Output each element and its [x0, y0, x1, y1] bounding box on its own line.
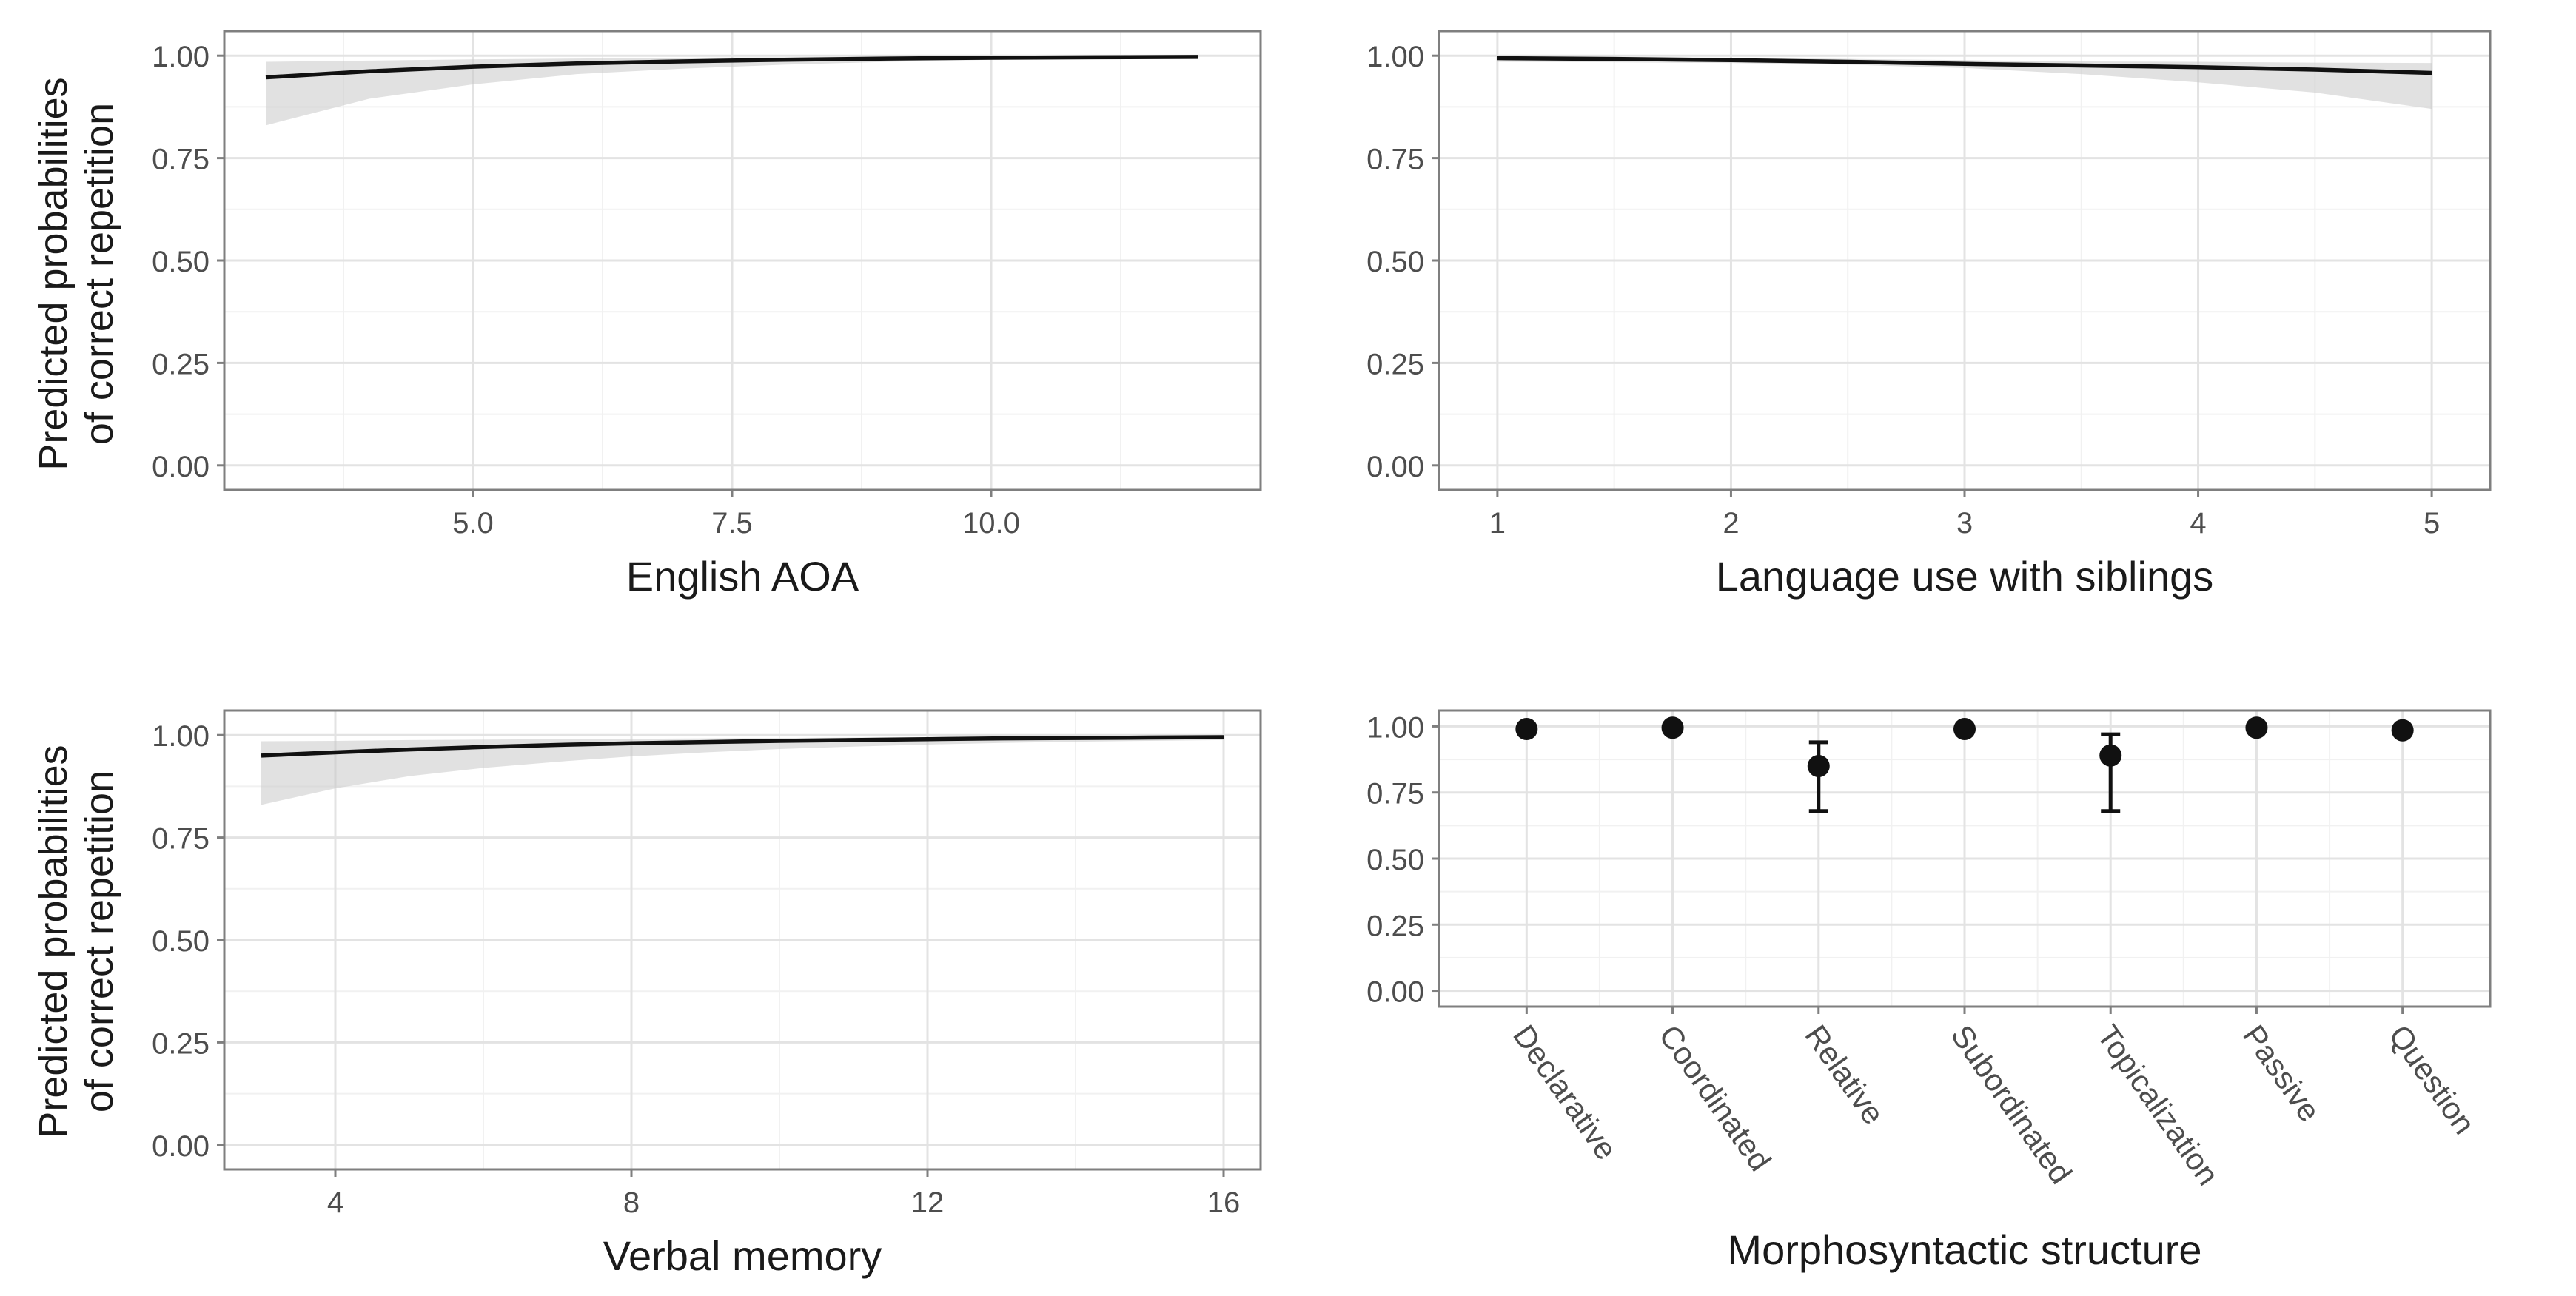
- y-tick-label: 0.25: [152, 348, 209, 380]
- point-coordinated: [1661, 716, 1684, 739]
- shared-ylabel-top-line1: Predicted probabilities: [31, 77, 76, 470]
- x-tick-label-topicalization: Topicalization: [2090, 1018, 2226, 1192]
- x-tick-label: 5.0: [452, 507, 494, 540]
- x-tick-label: 2: [1723, 507, 1739, 540]
- x-tick-label: 7.5: [711, 507, 753, 540]
- confidence-band: [261, 736, 1224, 805]
- panel-4: 0.00 0.25 0.50 0.75 1.00 Declarative Coordinat…: [1366, 709, 2492, 1273]
- shared-ylabel-bottom-line2: of correct repetition: [77, 770, 121, 1112]
- x-axis-title: English AOA: [626, 553, 859, 600]
- confidence-band: [266, 56, 1198, 126]
- y-tick-label: 1.00: [152, 720, 209, 753]
- point-subordinated: [1953, 718, 1976, 740]
- y-tick-label: 0.25: [1366, 348, 1424, 380]
- y-tick-label: 0.25: [1366, 910, 1424, 942]
- x-tick-label: 3: [1956, 507, 1973, 540]
- y-tick-label: 0.50: [152, 925, 209, 958]
- x-tick-label: 5: [2424, 507, 2440, 540]
- x-tick-label: 4: [327, 1186, 343, 1219]
- y-tick-label: 0.50: [152, 246, 209, 278]
- x-tick-label-passive: Passive: [2236, 1018, 2327, 1127]
- series-line: [265, 55, 1199, 80]
- y-tick-label: 1.00: [1366, 711, 1424, 744]
- y-tick-label: 0.00: [152, 1130, 209, 1163]
- y-tick-label: 0.00: [1366, 976, 1424, 1009]
- x-tick-label-coordinated: Coordinated: [1652, 1018, 1778, 1177]
- x-axis-title: Morphosyntactic structure: [1727, 1226, 2201, 1273]
- panel-2: 0.00 0.25 0.50 0.75 1.00 1 2 3 4 5 Language use wi…: [1366, 30, 2492, 600]
- x-axis-title: Verbal memory: [603, 1232, 882, 1279]
- point-passive: [2245, 716, 2268, 739]
- x-tick-label-subordinated: Subordinated: [1945, 1018, 2079, 1190]
- panels: 0.00 0.25 0.50 0.75 1.00 5.0 7.5 10.0 English AO…: [152, 30, 2492, 1279]
- point-relative: [1807, 755, 1830, 777]
- point-declarative: [1515, 718, 1538, 740]
- y-tick-label: 0.25: [152, 1027, 209, 1060]
- x-tick-label: 12: [911, 1186, 945, 1219]
- x-tick-label: 4: [2190, 507, 2206, 540]
- y-tick-label: 0.75: [152, 144, 209, 176]
- x-tick-label: 1: [1489, 507, 1506, 540]
- y-tick-label: 0.75: [1366, 144, 1424, 176]
- series-line: [1497, 56, 2432, 75]
- shared-ylabel-top-line2: of correct repetition: [77, 103, 121, 445]
- y-tick-label: 0.50: [1366, 246, 1424, 278]
- x-tick-label-question: Question: [2382, 1018, 2482, 1141]
- panel-1: 0.00 0.25 0.50 0.75 1.00 5.0 7.5 10.0 English AO…: [152, 30, 1262, 600]
- x-tick-label: 10.0: [962, 507, 1020, 540]
- panel-3: 0.00 0.25 0.50 0.75 1.00 4 8 12 16 Verbal memory: [152, 709, 1262, 1279]
- x-tick-label-declarative: Declarative: [1506, 1018, 1624, 1166]
- y-tick-label: 0.00: [1366, 451, 1424, 483]
- y-tick-label: 1.00: [1366, 41, 1424, 73]
- shared-ylabel-bottom-line1: Predicted probabilities: [31, 745, 76, 1138]
- point-topicalization: [2099, 744, 2122, 767]
- y-tick-label: 0.00: [152, 451, 209, 483]
- x-tick-label: 8: [623, 1186, 640, 1219]
- x-tick-label-relative: Relative: [1798, 1018, 1891, 1130]
- y-tick-label: 1.00: [152, 41, 209, 73]
- y-tick-label: 0.50: [1366, 844, 1424, 876]
- y-tick-label: 0.75: [152, 823, 209, 856]
- point-question: [2391, 719, 2414, 742]
- confidence-band: [1497, 56, 2432, 110]
- x-axis-title: Language use with siblings: [1716, 553, 2213, 600]
- x-tick-label: 16: [1207, 1186, 1241, 1219]
- y-tick-label: 0.75: [1366, 778, 1424, 810]
- series-line: [261, 735, 1224, 758]
